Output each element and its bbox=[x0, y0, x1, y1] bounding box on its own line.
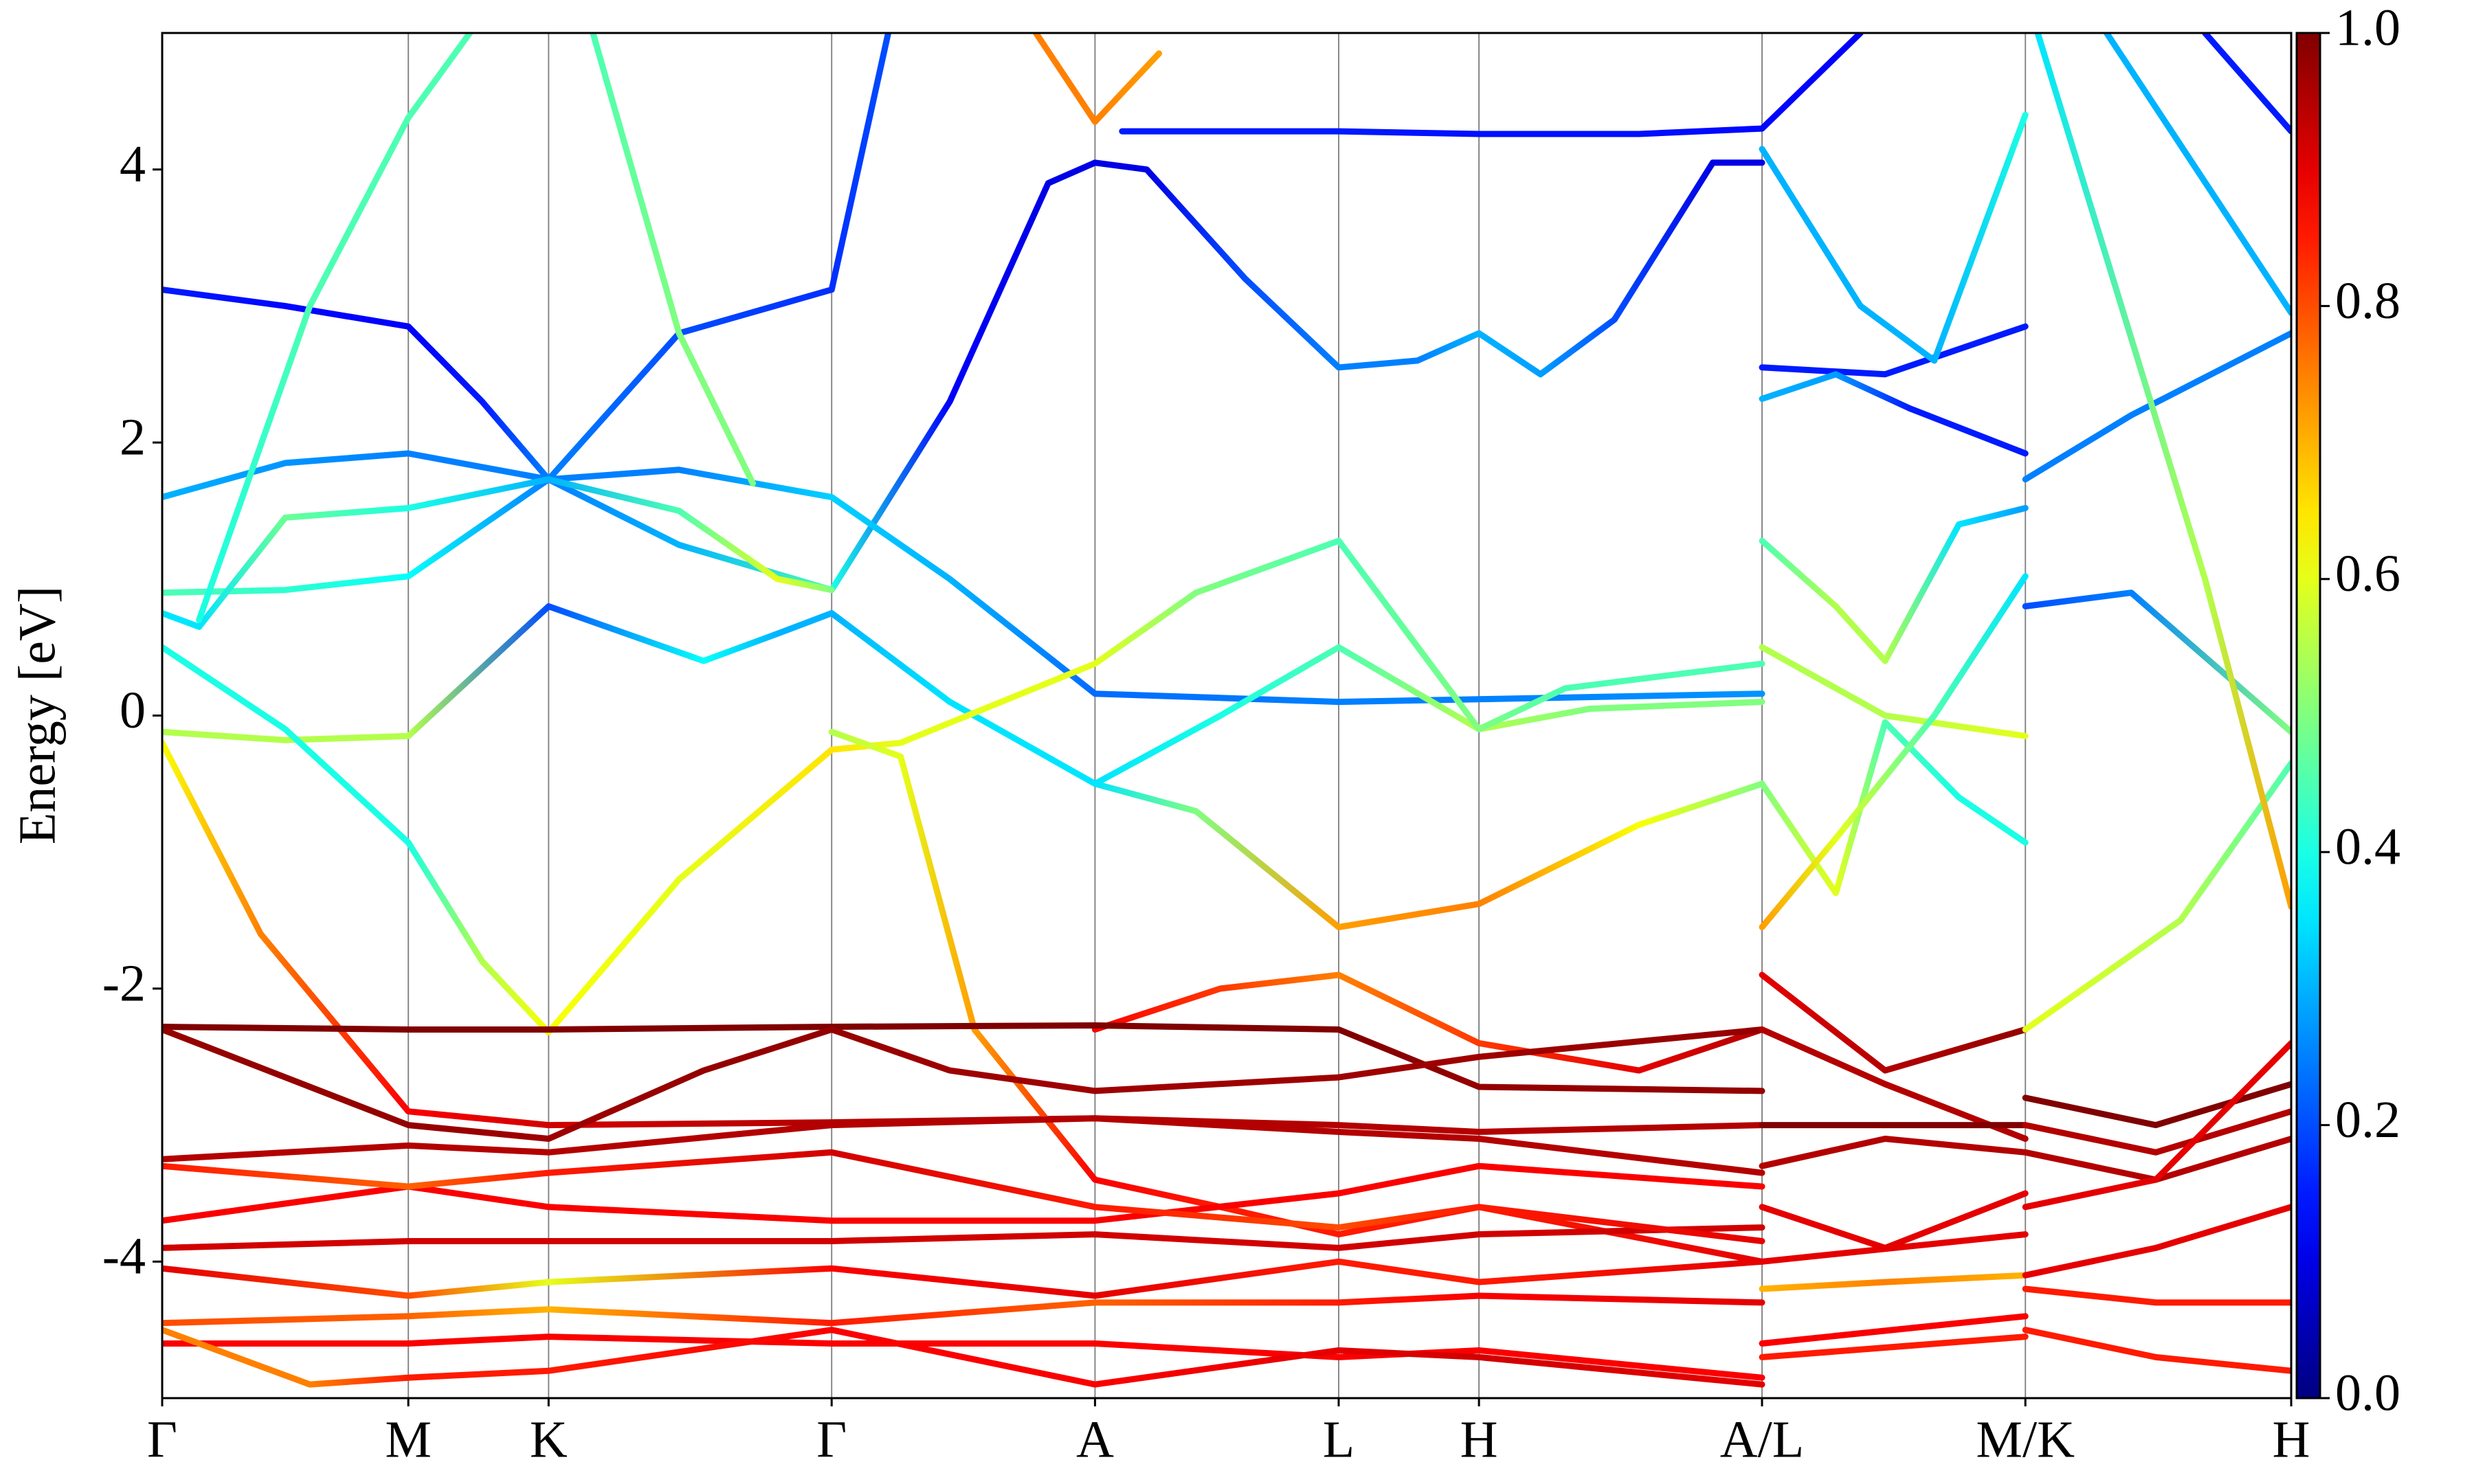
band bbox=[162, 476, 835, 596]
band bbox=[1759, 111, 2029, 364]
band bbox=[162, 1149, 1765, 1244]
x-tick-label: H bbox=[1460, 1410, 1498, 1468]
x-tick-label: K bbox=[530, 1410, 568, 1468]
band bbox=[2022, 1081, 2291, 1129]
band bbox=[1759, 1313, 2029, 1347]
band bbox=[2022, 1327, 2291, 1374]
x-tick-label: M bbox=[385, 1410, 432, 1468]
band bbox=[1759, 644, 2029, 739]
plot-frame bbox=[161, 32, 2293, 1399]
band bbox=[828, 159, 1765, 594]
band bbox=[2022, 1285, 2291, 1306]
band bbox=[1759, 1272, 2029, 1292]
band bbox=[1759, 323, 2029, 378]
colorbar-tick-label: 0.6 bbox=[2335, 545, 2400, 603]
band bbox=[1759, 1026, 2029, 1142]
band bbox=[2022, 1039, 2291, 1211]
band bbox=[162, 603, 1765, 787]
band bbox=[162, 537, 1765, 1035]
band bbox=[2022, 589, 2291, 735]
band bbox=[1119, 33, 1864, 137]
band bbox=[1759, 971, 2029, 1074]
band bbox=[1759, 371, 2029, 457]
bands bbox=[162, 33, 2291, 1388]
band bbox=[1759, 505, 2029, 664]
band bbox=[1091, 971, 1765, 1074]
y-tick-label: -2 bbox=[102, 954, 146, 1012]
y-tick-label: -4 bbox=[102, 1228, 146, 1285]
x-tick-label: M/K bbox=[1976, 1410, 2075, 1468]
band bbox=[162, 1334, 1765, 1381]
y-axis-label: Energy [eV] bbox=[8, 586, 66, 844]
band bbox=[2022, 330, 2291, 483]
colorbar-tick-label: 0.2 bbox=[2335, 1091, 2400, 1149]
band bbox=[2034, 33, 2291, 910]
y-tick-label: 4 bbox=[120, 135, 146, 193]
band bbox=[162, 450, 1765, 706]
band bbox=[162, 1292, 1765, 1327]
colorbar-tick-label: 1.0 bbox=[2335, 0, 2400, 56]
band bbox=[162, 1115, 1765, 1176]
band bbox=[1759, 1334, 2029, 1360]
band bbox=[162, 1026, 1765, 1142]
y-tick-label: 2 bbox=[120, 409, 146, 466]
band bbox=[162, 1022, 1765, 1094]
band bbox=[2022, 1204, 2291, 1279]
x-tick-label: Γ bbox=[147, 1410, 177, 1468]
band bbox=[162, 476, 835, 630]
band bbox=[2103, 33, 2291, 316]
band bbox=[1091, 780, 1765, 930]
x-tick-label: H bbox=[2273, 1410, 2310, 1468]
colorbar bbox=[2295, 32, 2321, 1399]
band bbox=[1759, 1231, 2029, 1265]
band bbox=[1759, 573, 2029, 930]
band bbox=[2202, 33, 2291, 135]
band bbox=[1759, 719, 2029, 897]
band bbox=[2022, 1108, 2291, 1156]
x-tick-label: A bbox=[1076, 1410, 1114, 1468]
band bbox=[162, 1224, 1765, 1251]
x-tick-label: L bbox=[1323, 1410, 1355, 1468]
band bbox=[590, 33, 757, 487]
band bbox=[162, 1327, 1765, 1388]
colorbar-tick-label: 0.8 bbox=[2335, 272, 2400, 330]
colorbar-tick-label: 0.0 bbox=[2335, 1364, 2400, 1421]
x-tick-label: A/L bbox=[1720, 1410, 1804, 1468]
band bbox=[2022, 760, 2291, 1033]
band bbox=[162, 1258, 1765, 1299]
band bbox=[162, 1162, 1765, 1224]
band bbox=[196, 33, 473, 623]
band bbox=[1759, 1136, 2029, 1169]
band bbox=[1032, 33, 1162, 125]
y-tick-label: 0 bbox=[120, 682, 146, 739]
x-tick-label: Γ bbox=[816, 1410, 847, 1468]
colorbar-tick-label: 0.4 bbox=[2335, 818, 2400, 876]
